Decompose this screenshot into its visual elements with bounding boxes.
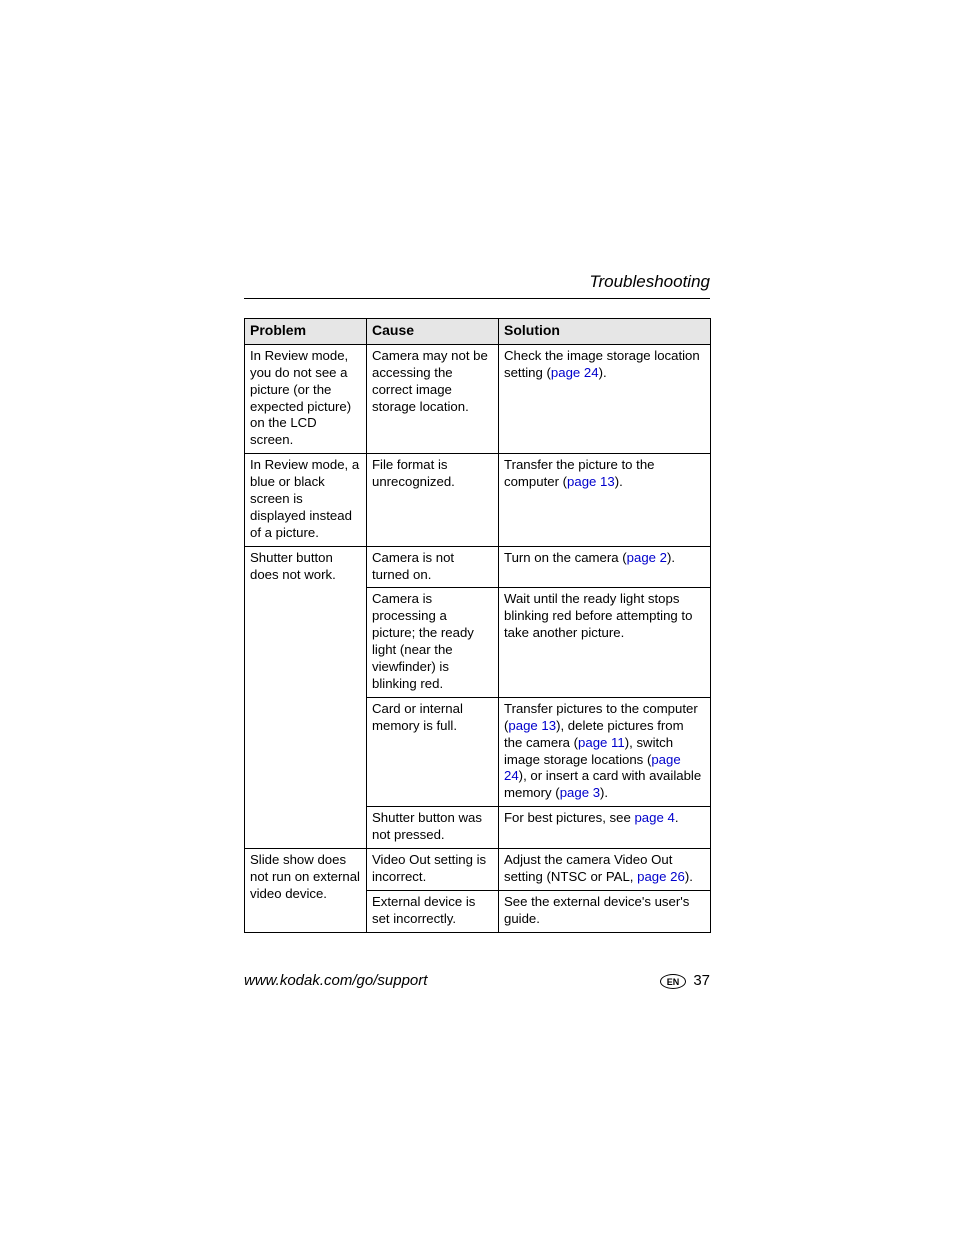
table-header-row: Problem Cause Solution — [245, 319, 711, 345]
page-link[interactable]: page 24 — [504, 752, 681, 784]
cell-cause: Video Out setting is incorrect. — [367, 848, 499, 890]
table-row: In Review mode, you do not see a picture… — [245, 344, 711, 453]
table-row: Shutter button does not work.Camera is n… — [245, 546, 711, 588]
cell-problem: Shutter button does not work. — [245, 546, 367, 848]
page-link[interactable]: page 3 — [560, 785, 600, 800]
cell-cause: Shutter button was not pressed. — [367, 807, 499, 849]
cell-problem: In Review mode, a blue or black screen i… — [245, 454, 367, 546]
page-link[interactable]: page 11 — [578, 735, 625, 750]
footer-url[interactable]: www.kodak.com/go/support — [244, 972, 710, 989]
cell-solution: Transfer the picture to the computer (pa… — [499, 454, 711, 546]
cell-solution: Turn on the camera (page 2). — [499, 546, 711, 588]
lang-badge-text: EN — [660, 974, 686, 989]
page-number: 37 — [693, 972, 710, 989]
page-link[interactable]: page 4 — [634, 810, 674, 825]
cell-cause: External device is set incorrectly. — [367, 890, 499, 932]
cell-cause: Camera may not be accessing the correct … — [367, 344, 499, 453]
cell-solution: For best pictures, see page 4. — [499, 807, 711, 849]
page-link[interactable]: page 24 — [551, 365, 599, 380]
table-body: In Review mode, you do not see a picture… — [245, 344, 711, 932]
col-problem: Problem — [245, 319, 367, 345]
section-title: Troubleshooting — [589, 272, 710, 292]
page-link[interactable]: page 13 — [508, 718, 556, 733]
header-rule — [244, 298, 710, 299]
troubleshooting-table: Problem Cause Solution In Review mode, y… — [244, 318, 711, 933]
cell-problem: In Review mode, you do not see a picture… — [245, 344, 367, 453]
cell-solution: Transfer pictures to the computer (page … — [499, 697, 711, 806]
col-cause: Cause — [367, 319, 499, 345]
cell-solution: Check the image storage location setting… — [499, 344, 711, 453]
cell-solution: Adjust the camera Video Out setting (NTS… — [499, 848, 711, 890]
cell-cause: Camera is processing a picture; the read… — [367, 588, 499, 697]
cell-cause: File format is unrecognized. — [367, 454, 499, 546]
cell-solution: See the external device's user's guide. — [499, 890, 711, 932]
lang-badge: EN — [660, 974, 686, 989]
table-row: Slide show does not run on external vide… — [245, 848, 711, 890]
page-link[interactable]: page 26 — [637, 869, 685, 884]
cell-solution: Wait until the ready light stops blinkin… — [499, 588, 711, 697]
cell-cause: Card or internal memory is full. — [367, 697, 499, 806]
cell-problem: Slide show does not run on external vide… — [245, 848, 367, 932]
cell-cause: Camera is not turned on. — [367, 546, 499, 588]
table-row: In Review mode, a blue or black screen i… — [245, 454, 711, 546]
col-solution: Solution — [499, 319, 711, 345]
page-link[interactable]: page 13 — [567, 474, 615, 489]
page-link[interactable]: page 2 — [627, 550, 667, 565]
